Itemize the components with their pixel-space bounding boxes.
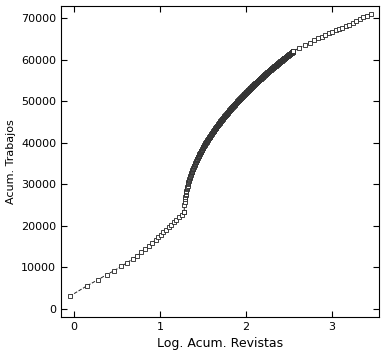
X-axis label: Log. Acum. Revistas: Log. Acum. Revistas [157, 337, 283, 350]
Y-axis label: Acum. Trabajos: Acum. Trabajos [5, 119, 15, 204]
